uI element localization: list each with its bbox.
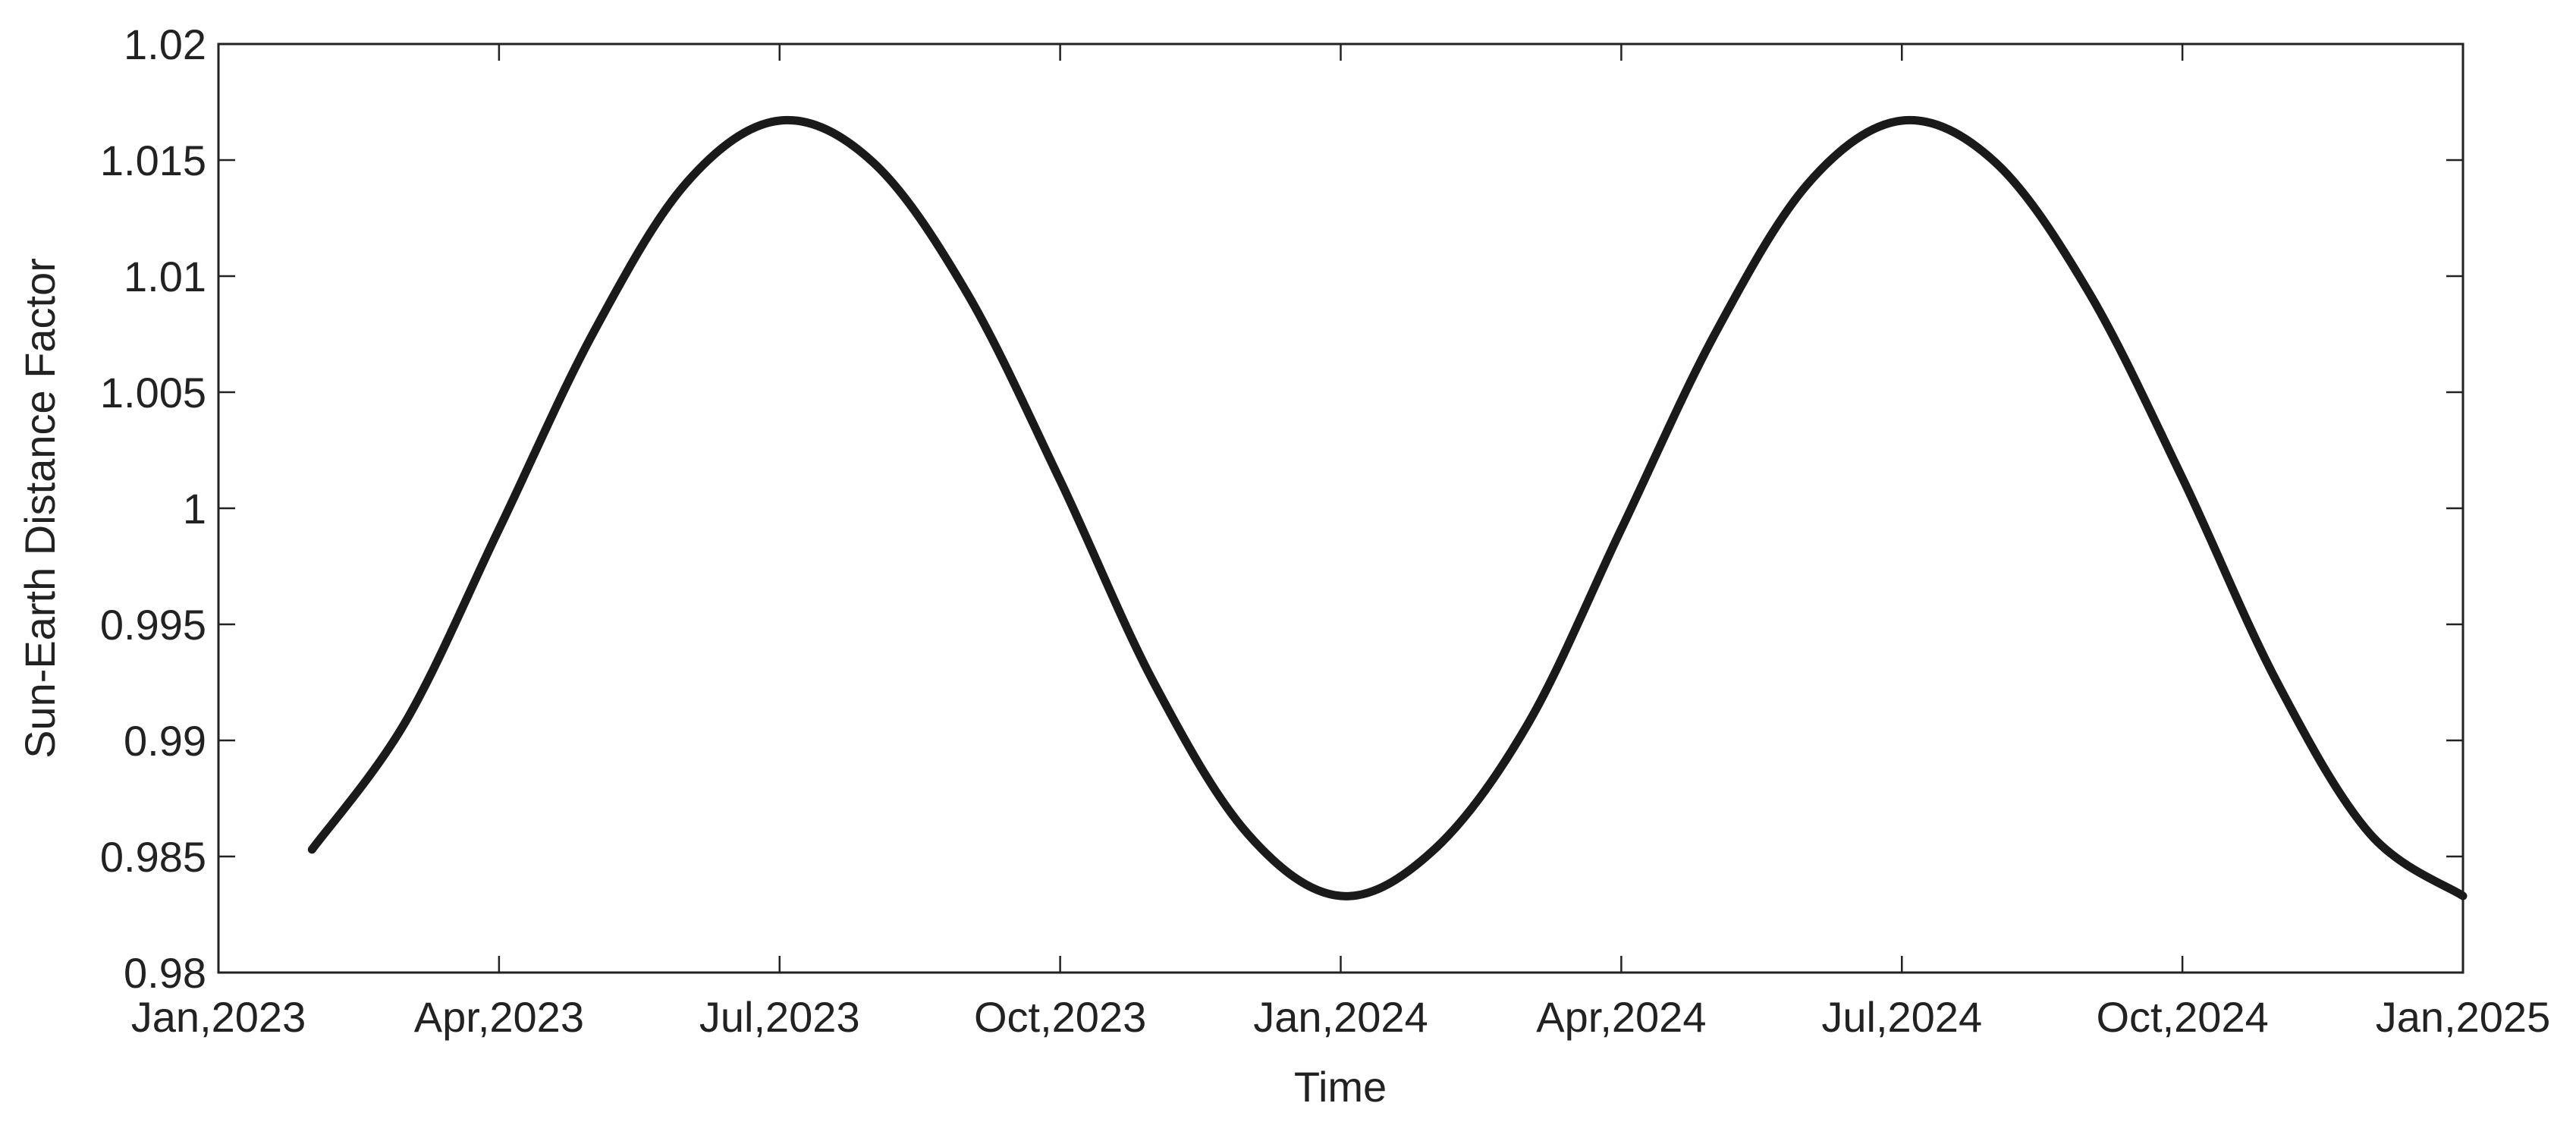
x-tick-label: Jan,2025 <box>2376 993 2550 1041</box>
plot-frame <box>217 42 2464 974</box>
y-tick-label: 1.005 <box>100 369 206 416</box>
x-tick-label: Jul,2024 <box>1821 993 1982 1041</box>
x-tick-label: Jul,2023 <box>699 993 860 1041</box>
y-tick-label: 0.985 <box>100 833 206 881</box>
y-tick-label: 1.02 <box>124 20 206 68</box>
x-tick-label: Apr,2024 <box>1536 993 1706 1041</box>
y-tick-label: 1 <box>183 485 206 533</box>
y-tick-label: 1.01 <box>124 253 206 300</box>
y-tick-label: 0.99 <box>124 717 206 765</box>
y-tick-label: 0.98 <box>124 949 206 997</box>
x-tick-label: Oct,2023 <box>974 993 1146 1041</box>
x-tick-label: Apr,2023 <box>414 993 584 1041</box>
y-axis-label: Sun-Earth Distance Factor <box>16 258 64 759</box>
data-line <box>307 115 2468 900</box>
x-tick-label: Oct,2024 <box>2096 993 2268 1041</box>
x-tick-label: Jan,2023 <box>131 993 306 1041</box>
y-tick-label: 1.015 <box>100 137 206 184</box>
x-axis-label: Time <box>1294 1063 1387 1111</box>
x-tick-label: Jan,2024 <box>1253 993 1428 1041</box>
y-tick-label: 0.995 <box>100 601 206 649</box>
